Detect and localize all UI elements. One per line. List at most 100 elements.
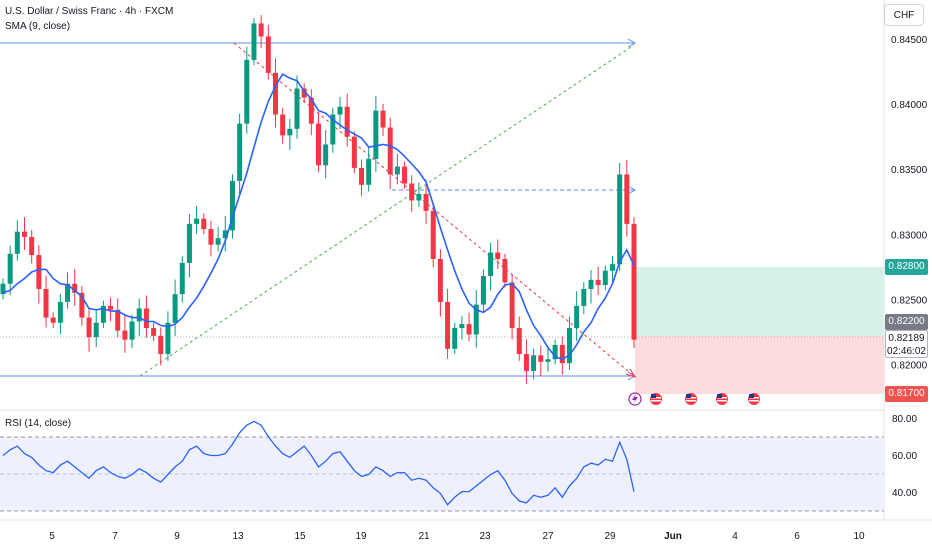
candle-body [57, 301, 63, 323]
candle-body [72, 283, 78, 293]
candle-body [516, 328, 522, 355]
us-flag-event-icon[interactable] [685, 393, 697, 405]
candle-body [574, 305, 580, 328]
candle-body [93, 322, 99, 338]
candle-body [158, 335, 164, 355]
candle-body [179, 262, 185, 295]
price-tick-label: 0.82500 [891, 295, 928, 306]
candle-body [351, 136, 357, 168]
candle-body [251, 23, 257, 60]
sma-line [2, 73, 635, 361]
candle-body [423, 193, 429, 211]
candle-body [452, 328, 458, 349]
rsi-tick-label: 60.00 [892, 451, 917, 462]
time-tick-label: 23 [479, 531, 491, 542]
candle-body [122, 330, 128, 340]
candle-body [473, 304, 479, 335]
time-tick-label: 29 [604, 531, 616, 542]
time-axis-ticks: 5 7 9 13 15 19 21 23 27 29 Jun 4 6 10 [49, 531, 865, 542]
candle-body [143, 308, 149, 328]
candle-body [50, 317, 56, 323]
candle-body [129, 321, 135, 340]
currency-button[interactable]: CHF [884, 4, 924, 26]
candle-body [394, 166, 400, 175]
candle-body [545, 359, 551, 362]
candle-body [22, 231, 28, 237]
candle-body [244, 59, 250, 124]
candle-body [416, 193, 422, 201]
candle-body [566, 328, 572, 364]
time-tick-label: 10 [853, 531, 865, 542]
candle-body [344, 106, 350, 137]
candle-body [265, 36, 271, 73]
rsi-tick-label: 40.00 [892, 488, 917, 499]
candle-body [287, 128, 293, 136]
price-tick-label: 0.83500 [891, 165, 928, 176]
candle-body [86, 317, 92, 338]
candle-body [459, 324, 465, 328]
symbol-title[interactable]: U.S. Dollar / Swiss Franc · 4h · FXCM [5, 6, 174, 17]
candle-body [559, 344, 565, 364]
candle-body [466, 324, 472, 335]
price-axis-ticks: 0.84500 0.84000 0.83500 0.83000 0.82500 0.820… [891, 35, 928, 371]
target-price-tag[interactable]: 0.82800 [885, 259, 928, 275]
candle-body [437, 259, 443, 302]
rsi-tick-label: 80.00 [892, 414, 917, 425]
candle-body [136, 308, 142, 322]
candle-body [409, 183, 415, 201]
candle-body [538, 355, 544, 362]
candle-body [488, 252, 494, 276]
last-price-value: 0.82189 [888, 333, 925, 344]
target-zone[interactable] [635, 267, 884, 336]
rsi-line [2, 420, 635, 506]
candle-body [79, 292, 85, 318]
candle-body [186, 223, 192, 263]
candle-body [14, 231, 20, 254]
us-flag-event-icon[interactable] [748, 393, 760, 405]
candle-body [301, 88, 307, 98]
candle-body [258, 23, 264, 37]
candle-body [43, 288, 49, 318]
candle-body [100, 305, 106, 323]
candle-body [0, 283, 6, 295]
time-tick-label: 13 [232, 531, 244, 542]
us-flag-event-icon[interactable] [716, 393, 728, 405]
sma-legend[interactable]: SMA (9, close) [5, 21, 71, 32]
candle-body [495, 252, 501, 260]
candle-body [208, 229, 214, 245]
candle-body [617, 174, 623, 265]
candle-body [552, 344, 558, 360]
candle-body [588, 279, 594, 289]
time-tick-label: 19 [355, 531, 367, 542]
candle-body [194, 218, 200, 224]
candles-layer [0, 15, 637, 384]
candle-body [531, 355, 537, 371]
candle-body [330, 114, 336, 145]
price-tick-label: 0.84000 [891, 100, 928, 111]
candle-body [280, 114, 286, 136]
price-tick-label: 0.82000 [891, 360, 928, 371]
candle-body [201, 218, 207, 230]
dividend-event-icon[interactable] [628, 392, 642, 406]
time-tick-label: 9 [174, 531, 180, 542]
candle-body [36, 255, 42, 289]
candle-body [387, 127, 393, 175]
candle-body [624, 174, 630, 224]
trend-line-descending-arrow [625, 368, 637, 378]
stop-price-tag[interactable]: 0.81700 [885, 386, 928, 402]
price-tick-label: 0.83000 [891, 230, 928, 241]
candle-body [502, 259, 508, 283]
us-flag-event-icon[interactable] [650, 393, 662, 405]
rsi-legend[interactable]: RSI (14, close) [5, 418, 72, 429]
candle-body [7, 253, 13, 284]
stop-zone[interactable] [635, 336, 884, 394]
candle-body [581, 288, 587, 306]
candle-body [402, 166, 408, 184]
trend-line-ascending[interactable] [139, 44, 635, 377]
candle-body [308, 97, 314, 124]
candle-body [151, 328, 157, 336]
entry-price-tag[interactable]: 0.82200 [885, 314, 928, 330]
sma-layer [2, 73, 635, 361]
